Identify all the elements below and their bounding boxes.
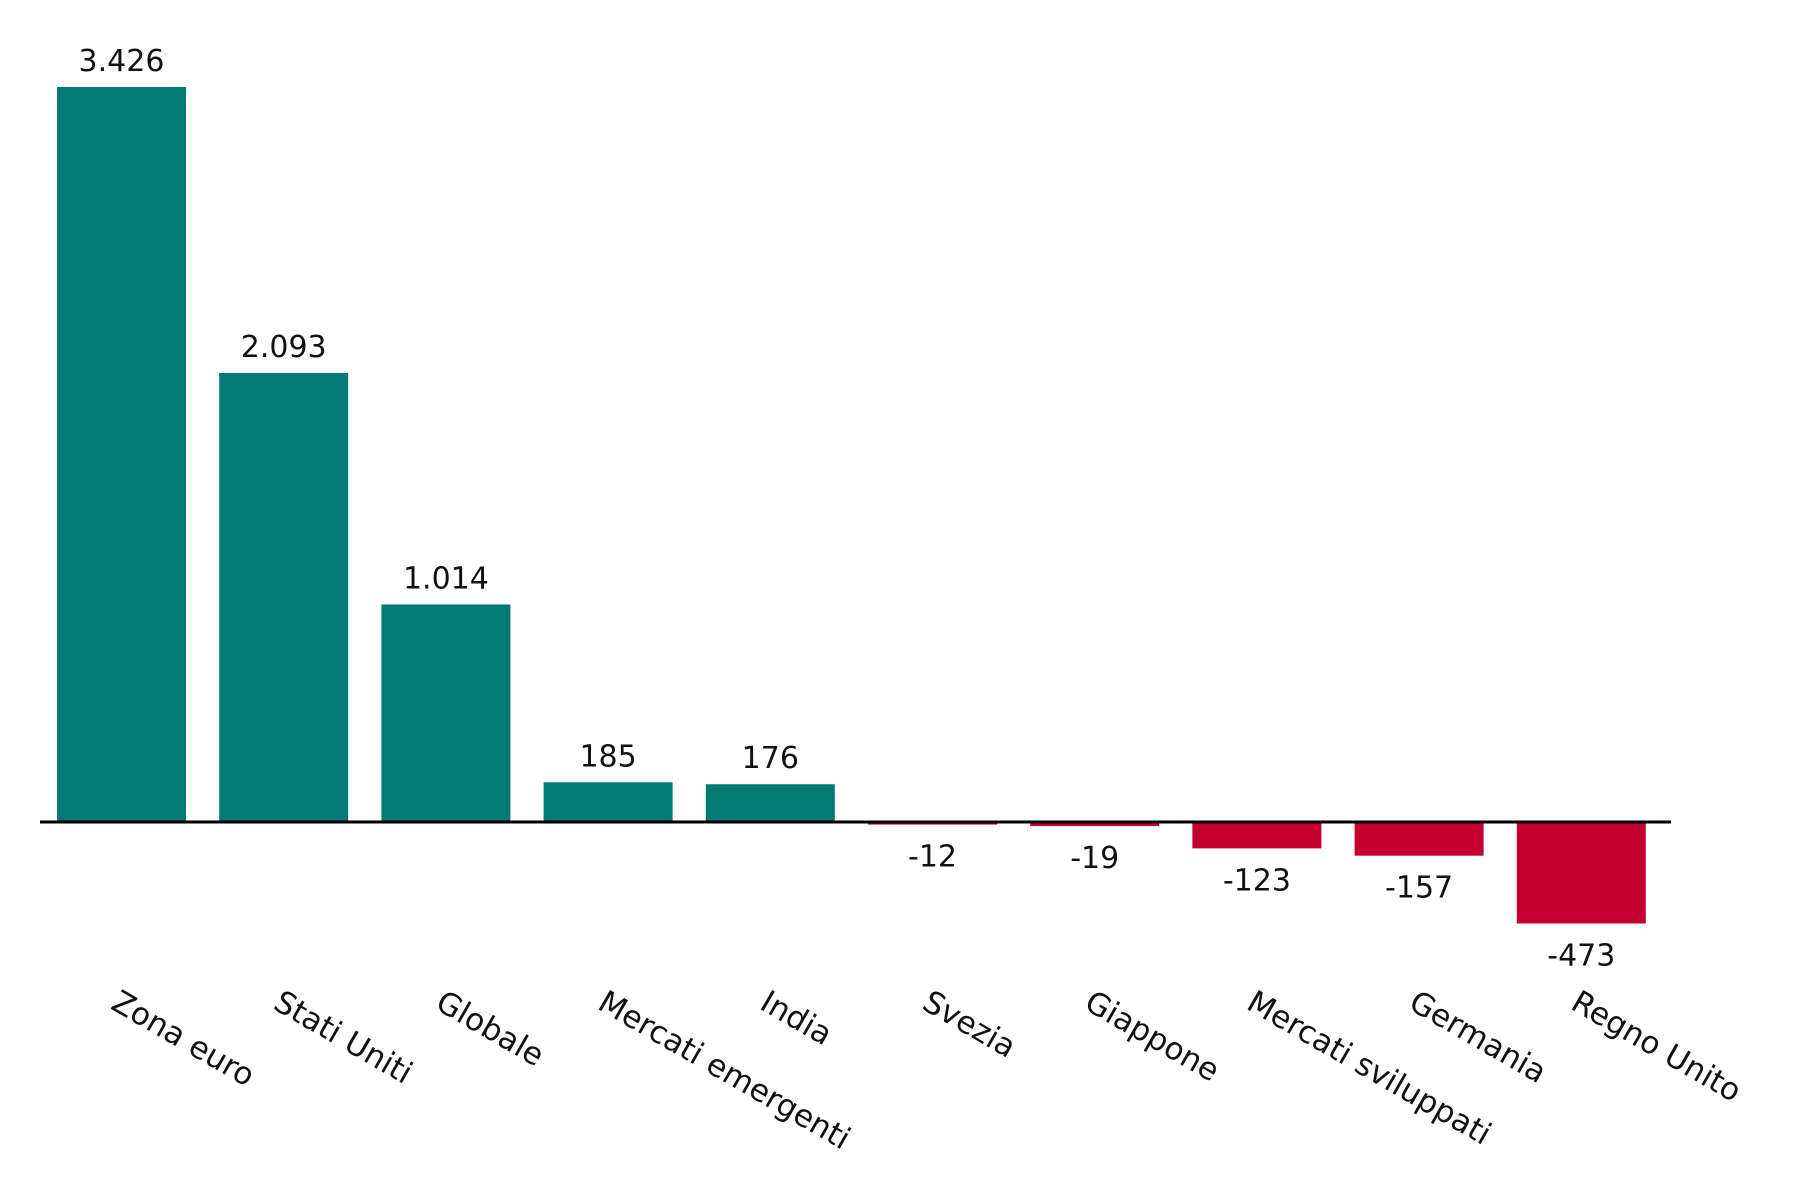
value-label: -473 [1547,938,1615,973]
value-label: 2.093 [241,330,327,365]
category-label: India [754,984,838,1053]
category-label: Regno Unito [1565,984,1747,1110]
value-label: -157 [1385,871,1453,906]
value-labels-group: 3.426 2.093 1.014 185 176 -12 -19 -123 -157 -473 [79,44,1616,973]
value-label: -123 [1223,863,1291,898]
value-label: 185 [579,739,636,774]
bar-giappone [1030,822,1160,827]
value-label: 1.014 [403,561,489,596]
category-label: Globale [430,984,550,1074]
bars-group [57,87,1646,924]
value-label: -19 [1070,841,1119,876]
category-label: Svezia [917,984,1022,1066]
bar-stati-uniti [219,372,349,822]
category-label: Giappone [1079,984,1226,1090]
category-labels-group: Zona euro Stati Uniti Globale Mercati emerg… [106,984,1748,1157]
bar-mercati-emergenti [543,782,673,822]
value-label: 3.426 [79,44,165,79]
category-label: Zona euro [106,984,261,1094]
bar-regno-unito [1516,822,1646,924]
value-label: 176 [742,741,799,776]
value-label: -12 [908,840,957,875]
category-label: Stati Uniti [268,984,419,1092]
bar-mercati-sviluppati [1192,822,1322,849]
bar-india [705,784,835,822]
bar-germania [1354,822,1484,856]
bar-zona-euro [57,87,186,822]
bar-globale [381,604,511,822]
category-label: Germania [1403,984,1552,1091]
